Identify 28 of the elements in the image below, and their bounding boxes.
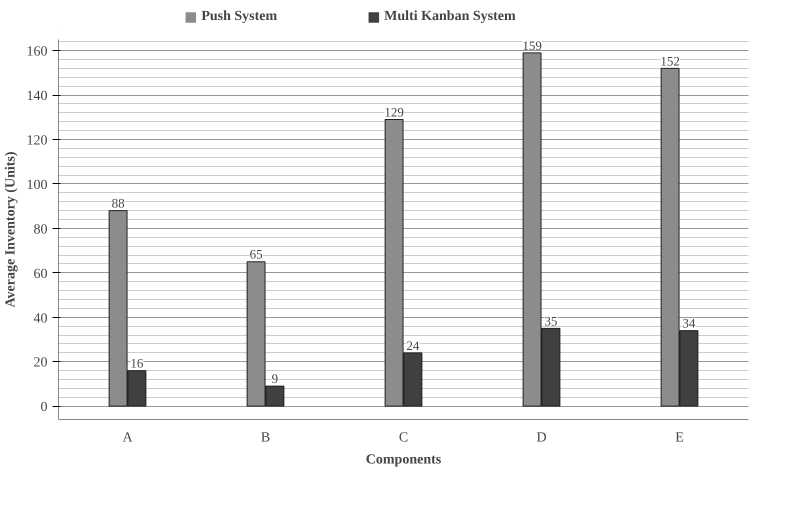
data-label: 24 (406, 338, 420, 353)
y-tick-label: 20 (34, 356, 48, 371)
legend-label: Multi Kanban System (384, 9, 516, 25)
x-axis-title: Components (366, 452, 442, 468)
data-label: 159 (522, 38, 542, 53)
data-label: 16 (130, 356, 144, 371)
y-tick-label: 100 (26, 178, 48, 193)
x-tick-label: D (536, 430, 547, 446)
x-tick-label: C (398, 430, 408, 446)
data-label: 88 (112, 196, 125, 211)
x-tick-label: A (122, 430, 134, 446)
x-tick-label: B (260, 430, 270, 446)
data-label: 34 (682, 316, 696, 331)
x-tick-label: E (675, 430, 684, 446)
data-label: 152 (660, 53, 680, 68)
y-tick-label: 120 (26, 134, 48, 148)
data-label: 35 (544, 313, 558, 328)
data-label: 129 (384, 104, 404, 120)
y-tick-label: 40 (34, 311, 48, 326)
y-tick-label: 60 (34, 266, 48, 282)
y-axis-title: Average Inventory (Units) (4, 151, 18, 308)
y-tick-label: 0 (40, 400, 48, 416)
y-tick-label: 160 (26, 44, 48, 60)
y-tick-label: 80 (34, 222, 48, 238)
legend-label: Push System (201, 9, 278, 25)
y-tick-label: 140 (26, 89, 48, 104)
data-label: 65 (250, 246, 263, 262)
data-label: 9 (272, 371, 278, 386)
